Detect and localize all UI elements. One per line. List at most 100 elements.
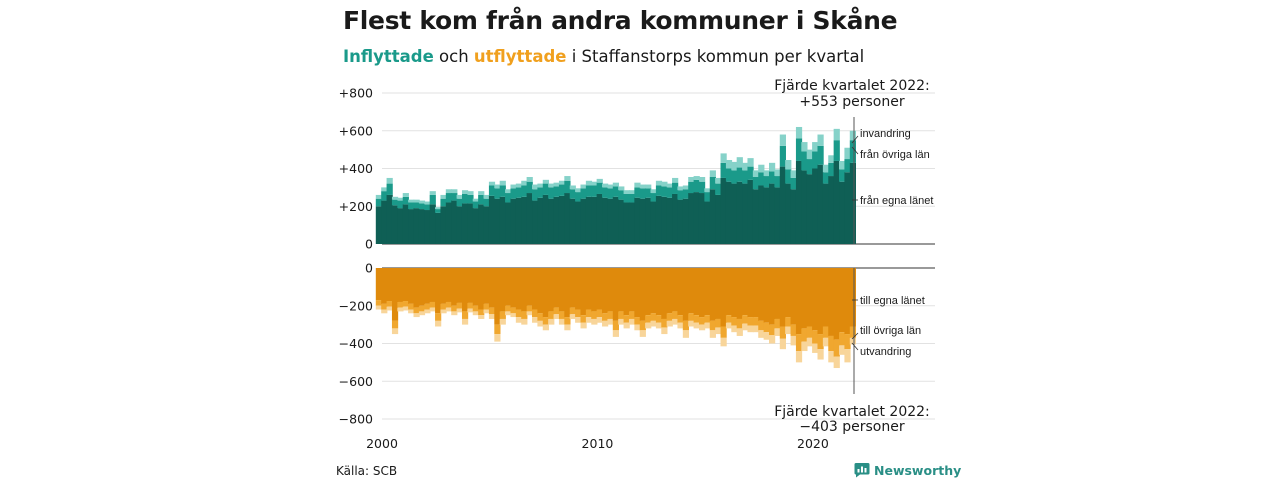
bar-inflyttade	[634, 187, 641, 198]
bar-inflyttade	[488, 185, 496, 196]
bar-utflyttade	[650, 313, 657, 321]
bar-utflyttade	[758, 268, 765, 321]
bar-inflyttade	[526, 181, 533, 194]
bar-inflyttade	[634, 197, 641, 244]
bar-inflyttade	[769, 162, 776, 172]
bar-utflyttade	[725, 315, 733, 323]
bar-inflyttade	[623, 190, 630, 194]
bar-utflyttade	[688, 313, 695, 321]
y-tick-label-bottom: −800	[339, 412, 373, 427]
bar-utflyttade	[715, 327, 722, 335]
y-tick-label-top: 0	[365, 237, 373, 252]
bar-inflyttade	[666, 183, 673, 188]
bar-inflyttade	[785, 183, 792, 244]
bar-inflyttade	[391, 199, 399, 206]
bar-inflyttade	[478, 194, 485, 205]
bar-utflyttade	[510, 313, 517, 318]
bar-inflyttade	[698, 193, 706, 244]
bar-inflyttade	[672, 193, 679, 244]
bar-utflyttade	[774, 328, 781, 336]
bar-utflyttade	[456, 268, 463, 303]
leader-till-ovriga-lan	[851, 332, 859, 340]
bar-utflyttade	[510, 307, 517, 314]
bar-inflyttade	[672, 177, 679, 183]
bar-utflyttade	[720, 326, 727, 338]
bar-utflyttade	[628, 268, 636, 312]
bar-utflyttade	[828, 268, 835, 336]
bar-utflyttade	[381, 268, 388, 304]
bar-utflyttade	[747, 325, 754, 333]
bar-inflyttade	[682, 189, 690, 199]
bar-inflyttade	[769, 171, 776, 184]
bar-utflyttade	[849, 268, 856, 327]
bar-utflyttade	[526, 311, 533, 316]
bar-inflyttade	[628, 190, 636, 194]
bar-inflyttade	[844, 172, 851, 244]
bar-inflyttade	[569, 198, 576, 244]
bar-inflyttade	[456, 198, 463, 207]
bar-utflyttade	[763, 268, 770, 323]
bar-inflyttade	[779, 166, 786, 244]
bar-utflyttade	[478, 268, 485, 310]
bar-utflyttade	[526, 268, 533, 306]
bar-inflyttade	[585, 185, 593, 197]
leader-invandring	[851, 135, 859, 144]
bar-inflyttade	[467, 194, 474, 204]
bar-utflyttade	[435, 313, 442, 321]
bar-inflyttade	[386, 183, 393, 195]
bar-utflyttade	[844, 349, 851, 363]
bar-inflyttade	[828, 155, 835, 163]
bar-utflyttade	[505, 268, 512, 306]
bar-inflyttade	[435, 209, 442, 213]
bar-inflyttade	[435, 207, 442, 210]
annotation-top-line2: +553 personer	[799, 94, 905, 110]
bar-utflyttade	[542, 268, 549, 318]
bar-utflyttade	[440, 268, 447, 304]
x-tick-label: 2010	[582, 436, 614, 451]
bar-utflyttade	[693, 315, 700, 323]
bar-utflyttade	[693, 268, 700, 316]
bar-inflyttade	[515, 183, 523, 188]
bar-inflyttade	[801, 151, 808, 171]
bar-utflyttade	[704, 315, 711, 323]
bar-utflyttade	[672, 318, 679, 325]
bar-inflyttade	[483, 194, 490, 199]
bar-utflyttade	[596, 317, 603, 323]
bar-inflyttade	[558, 180, 566, 185]
bar-utflyttade	[429, 301, 436, 308]
bar-utflyttade	[391, 328, 399, 335]
bar-inflyttade	[558, 195, 566, 244]
bar-inflyttade	[817, 145, 824, 165]
bar-utflyttade	[666, 313, 673, 321]
bar-inflyttade	[472, 208, 479, 244]
annotation-top-line1: Fjärde kvartalet 2022:	[774, 78, 930, 94]
bar-utflyttade	[752, 325, 760, 333]
series-label-invandring: invandring	[860, 128, 911, 140]
bar-inflyttade	[682, 185, 690, 190]
bar-inflyttade	[483, 206, 490, 244]
brand-name: Newsworthy	[874, 462, 962, 478]
bar-utflyttade	[553, 307, 560, 315]
bar-inflyttade	[505, 193, 512, 203]
bar-utflyttade	[763, 322, 770, 333]
bar-utflyttade	[645, 315, 652, 323]
bar-utflyttade	[402, 301, 409, 307]
bar-inflyttade	[402, 204, 409, 244]
bar-utflyttade	[758, 320, 765, 331]
bar-utflyttade	[488, 268, 496, 308]
bar-utflyttade	[839, 268, 846, 333]
bar-utflyttade	[499, 268, 506, 312]
bar-utflyttade	[381, 309, 388, 314]
bar-utflyttade	[521, 268, 528, 312]
bar-utflyttade	[839, 345, 846, 355]
bar-inflyttade	[585, 196, 593, 244]
bar-utflyttade	[682, 330, 690, 338]
bar-inflyttade	[505, 189, 512, 194]
bar-utflyttade	[591, 318, 598, 325]
bar-utflyttade	[445, 268, 453, 302]
subtitle-inflyttade: Inflyttade	[343, 47, 434, 66]
bar-utflyttade	[418, 305, 426, 312]
bar-utflyttade	[467, 268, 474, 303]
subtitle-och: och	[439, 47, 469, 66]
y-tick-label-top: +400	[339, 161, 373, 176]
